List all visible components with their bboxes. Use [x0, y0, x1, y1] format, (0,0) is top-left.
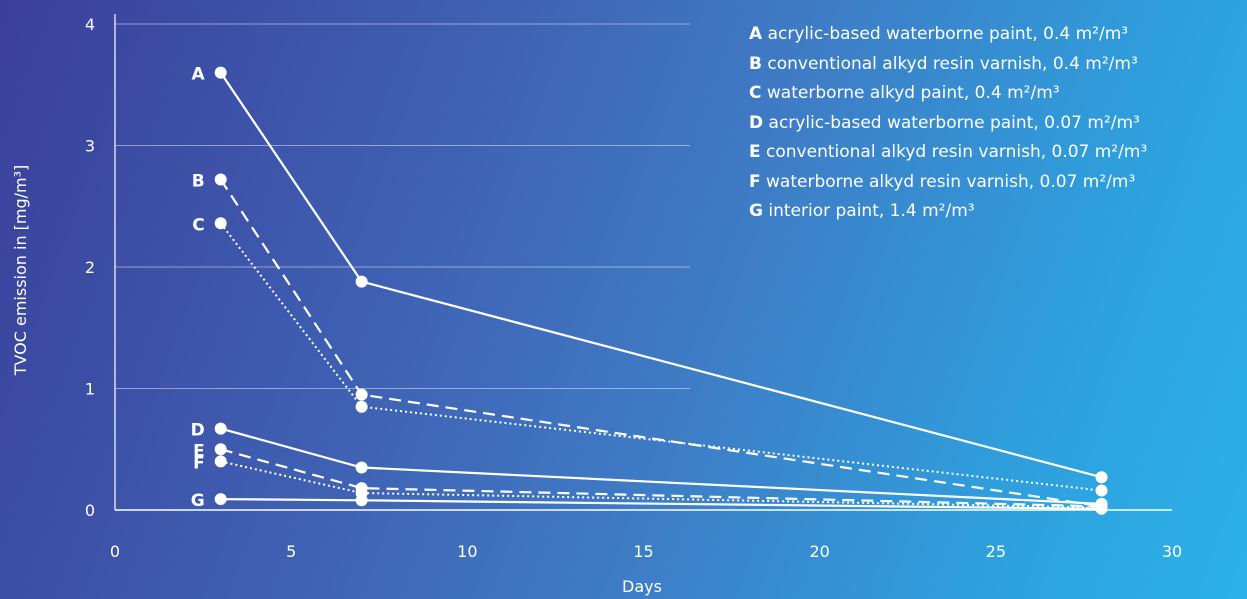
y-tick-label: 2: [85, 258, 95, 277]
legend-item-f: F waterborne alkyd resin varnish, 0.07 m…: [749, 168, 1147, 198]
gridlines: [115, 23, 690, 389]
series-point-label: D: [191, 421, 205, 441]
y-tick-labels: 0 1 2 3 4: [85, 15, 95, 520]
series-a: A: [192, 65, 1108, 484]
legend-key: A: [749, 24, 763, 44]
series-point-label: A: [192, 65, 206, 85]
series-g: G: [191, 491, 1108, 515]
y-tick-label: 3: [85, 137, 95, 156]
legend-item-g: G interior paint, 1.4 m²/m³: [749, 197, 1147, 227]
series-point-label: G: [191, 491, 205, 511]
x-tick-label: 25: [986, 542, 1006, 561]
legend-desc: interior paint, 1.4 m²/m³: [762, 201, 975, 221]
series-line: [220, 498, 1102, 510]
legend-key: D: [749, 112, 764, 133]
data-point: [1095, 502, 1108, 515]
data-point: [214, 173, 227, 186]
legend-key: E: [749, 142, 761, 162]
legend-key: F: [749, 171, 761, 192]
y-tick-label: 0: [85, 501, 95, 520]
axes: [114, 14, 1172, 511]
series-c: C: [192, 215, 1108, 497]
series-e: E: [193, 441, 1108, 513]
data-point: [355, 400, 368, 413]
x-axis-title: Days: [622, 577, 662, 596]
series-point-label: F: [193, 453, 205, 473]
legend-desc: conventional alkyd resin varnish, 0.07 m…: [760, 142, 1148, 162]
data-point: [214, 422, 227, 435]
data-point: [355, 275, 368, 288]
series-point-label: C: [192, 215, 204, 235]
x-tick-label: 5: [286, 542, 296, 561]
x-tick-label: 20: [809, 542, 829, 561]
y-tick-label: 1: [85, 380, 95, 399]
series-line: [219, 222, 1102, 492]
data-point: [214, 217, 227, 230]
legend-desc: waterborne alkyd paint, 0.4 m²/m³: [761, 83, 1060, 103]
series-line: [220, 448, 1102, 508]
series-line: [219, 178, 1102, 508]
data-point: [1095, 471, 1108, 484]
y-axis-title: TVOC emission in [mg/m³]: [11, 165, 30, 377]
data-point: [214, 66, 227, 79]
legend-item-d: D acrylic-based waterborne paint, 0.07 m…: [749, 109, 1147, 139]
data-point: [355, 461, 368, 474]
x-tick-label: 10: [457, 542, 477, 561]
x-tick-label: 15: [633, 542, 653, 561]
legend-desc: conventional alkyd resin varnish, 0.4 m²…: [761, 53, 1138, 74]
data-point: [214, 455, 227, 468]
legend-desc: waterborne alkyd resin varnish, 0.07 m²/…: [760, 171, 1136, 192]
data-point: [355, 388, 368, 401]
legend-key: B: [749, 53, 762, 74]
data-point: [355, 494, 368, 507]
series-point-label: B: [192, 172, 205, 192]
series-point-label: E: [193, 441, 205, 461]
y-tick-label: 4: [85, 15, 95, 34]
legend: A acrylic-based waterborne paint, 0.4 m²…: [749, 20, 1147, 227]
legend-desc: acrylic-based waterborne paint, 0.4 m²/m…: [762, 24, 1129, 44]
legend-item-b: B conventional alkyd resin varnish, 0.4 …: [749, 50, 1147, 80]
data-point: [214, 443, 227, 456]
series-d: D: [191, 421, 1108, 510]
legend-item-a: A acrylic-based waterborne paint, 0.4 m²…: [749, 20, 1147, 50]
legend-desc: acrylic-based waterborne paint, 0.07 m²/…: [763, 112, 1140, 133]
legend-item-e: E conventional alkyd resin varnish, 0.07…: [749, 138, 1147, 168]
legend-item-c: C waterborne alkyd paint, 0.4 m²/m³: [749, 79, 1147, 109]
legend-key: G: [749, 201, 763, 221]
data-point: [214, 493, 227, 506]
x-tick-label: 30: [1162, 542, 1182, 561]
x-tick-labels: 0 5 10 15 20 25 30: [110, 542, 1182, 561]
data-point: [1095, 484, 1108, 497]
x-tick-label: 0: [110, 542, 120, 561]
legend-key: C: [749, 83, 762, 103]
